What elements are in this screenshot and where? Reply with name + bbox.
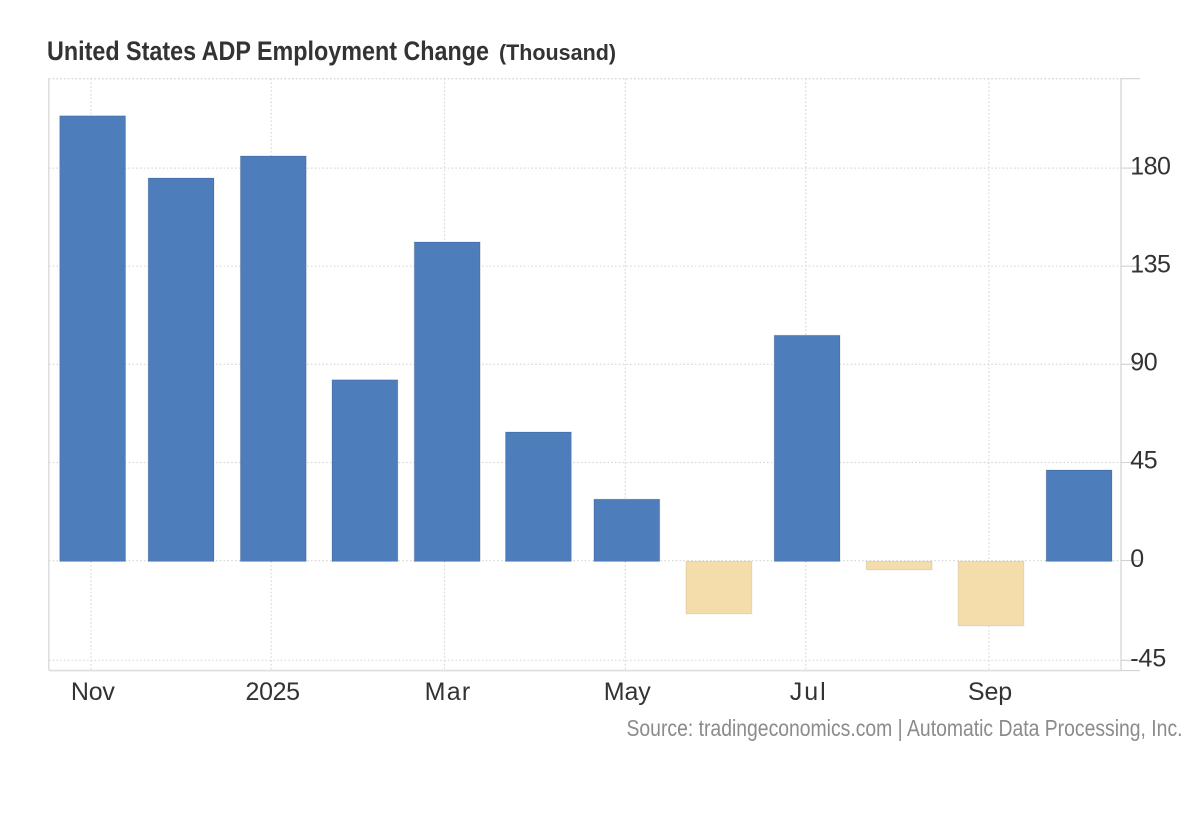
svg-text:2025: 2025 — [246, 678, 301, 706]
svg-text:Jul: Jul — [790, 678, 826, 706]
svg-text:Sep: Sep — [968, 678, 1012, 706]
svg-text:-45: -45 — [1130, 645, 1166, 673]
svg-text:Nov: Nov — [71, 678, 116, 706]
svg-text:0: 0 — [1130, 545, 1144, 573]
svg-text:United States ADP Employment C: United States ADP Employment Change — [47, 36, 489, 66]
svg-text:Mar: Mar — [425, 678, 471, 706]
svg-text:90: 90 — [1130, 349, 1157, 377]
svg-text:(Thousand): (Thousand) — [499, 40, 616, 65]
svg-text:May: May — [604, 678, 652, 706]
svg-text:180: 180 — [1130, 152, 1171, 180]
svg-text:45: 45 — [1130, 447, 1157, 475]
svg-text:Source: tradingeconomics.com |: Source: tradingeconomics.com | Automatic… — [627, 715, 1183, 741]
svg-text:135: 135 — [1130, 250, 1171, 278]
